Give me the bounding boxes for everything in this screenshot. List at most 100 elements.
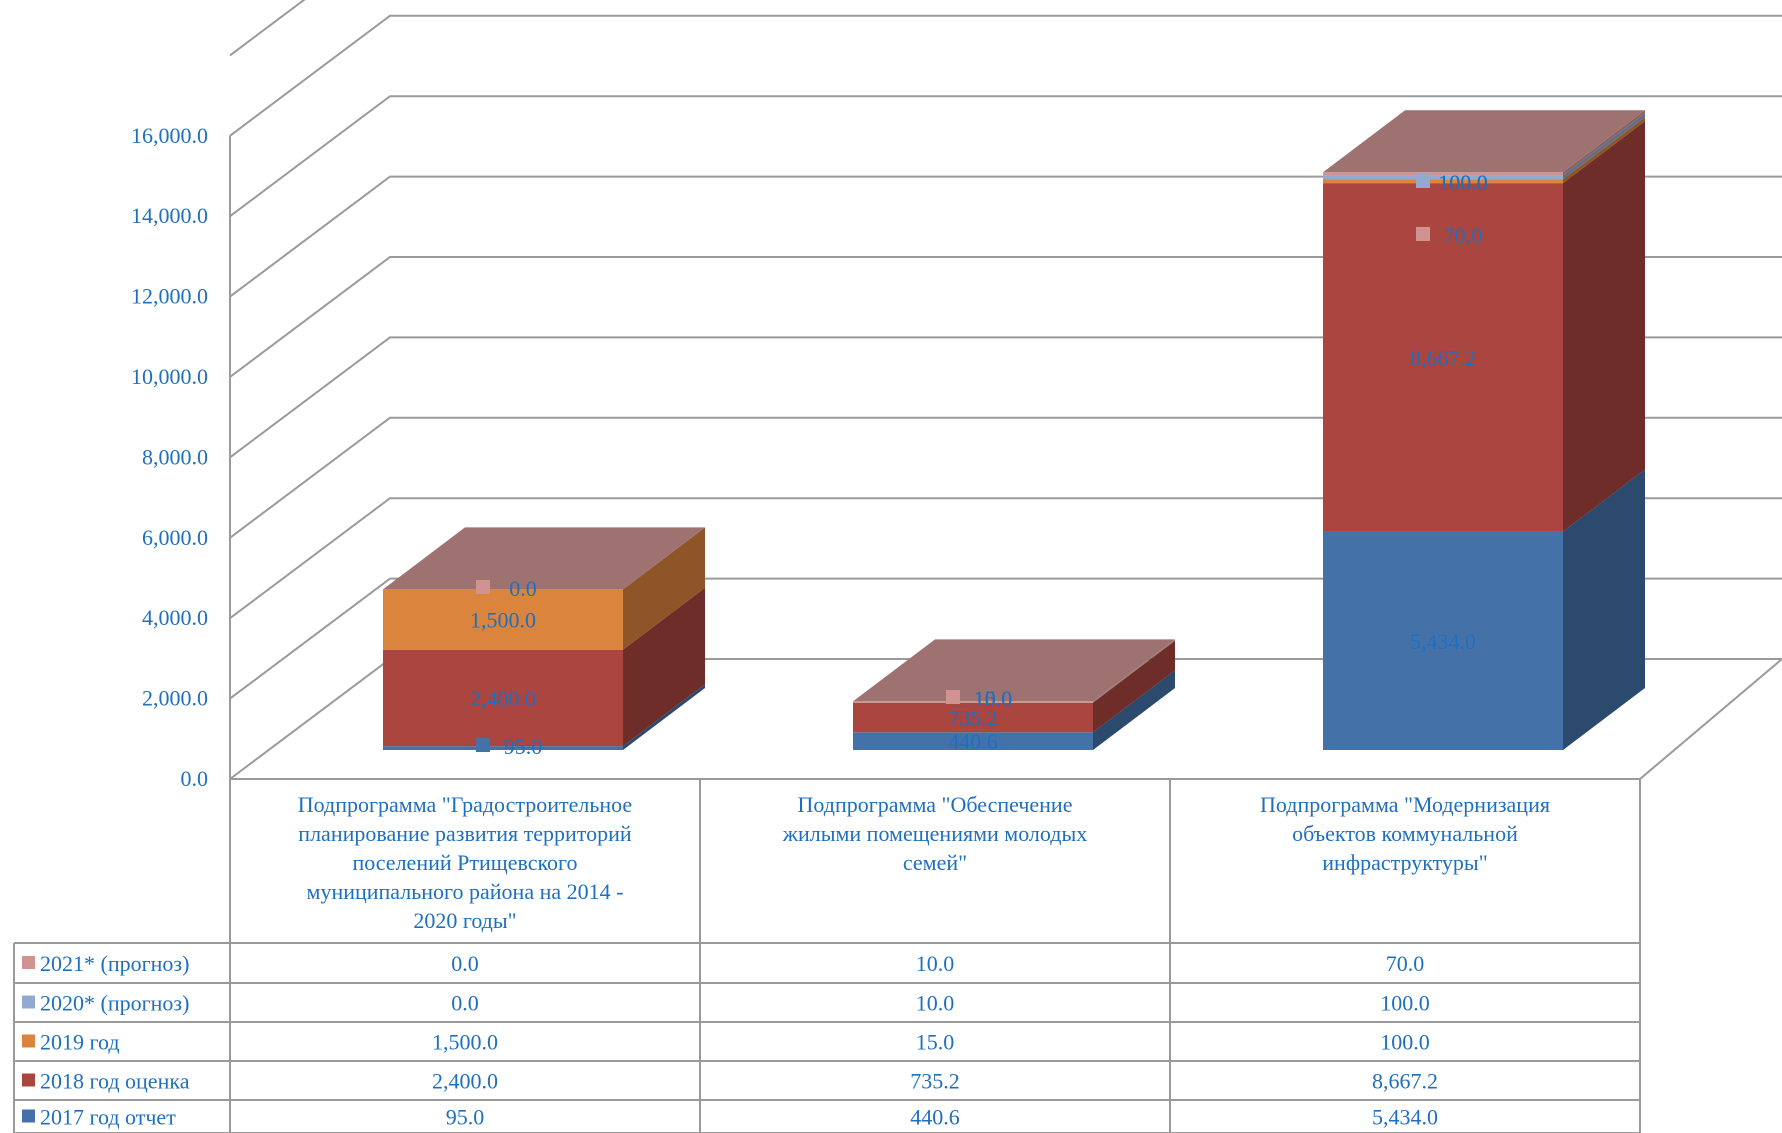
data-label: 2,400.0 [470,686,536,711]
bar-segment-side [1563,113,1645,180]
legend-entry: 2018 год оценка [40,1069,190,1094]
data-label: 440.6 [948,729,998,754]
bar-segment [1323,183,1563,532]
bar-segment [853,702,1093,703]
legend-swatch [22,1034,35,1048]
data-label-marker [476,580,490,594]
gridline [229,175,1782,298]
category-label: Подпрограмма "Градостроительное планирова… [298,792,632,933]
data-label: 735.2 [948,706,998,731]
gridlines [229,0,1782,780]
y-tick-label: 12,000.0 [131,284,208,309]
gridline [229,497,1782,619]
table-cell: 0.0 [451,991,479,1016]
bar-top [383,527,705,590]
data-label: 100.0 [1438,170,1488,195]
data-label-marker [946,690,960,704]
legend-entry: 2021* (прогноз) [40,951,189,976]
data-label: 95.0 [504,734,543,759]
data-label: 10.0 [974,686,1013,711]
bar-segment [383,746,623,750]
bar-segment-side [623,527,705,650]
legend-swatch [22,956,35,969]
data-label: 15.0 [974,686,1013,711]
y-tick-label: 4,000.0 [142,605,208,630]
y-tick-label: 16,000.0 [131,123,208,148]
y-tick-label: 0.0 [181,766,209,791]
data-label: 1,500.0 [470,608,536,633]
table-cell: 70.0 [1386,951,1425,976]
y-tick-label: 14,000.0 [131,203,208,228]
legend-entry: 2017 год отчет [40,1105,176,1130]
table-cell: 1,500.0 [432,1030,498,1055]
table-cell: 5,434.0 [1372,1105,1438,1130]
category-labels: Подпрограмма "Градостроительное планирова… [298,792,1550,933]
bar-segment [853,701,1093,703]
bar-segment-side [1563,110,1645,176]
bar-segment [853,732,1093,750]
bar-segment-side [1093,639,1175,702]
table-cell: 100.0 [1380,991,1430,1016]
table-cell: 8,667.2 [1372,1069,1438,1094]
table-cell: 95.0 [446,1105,485,1130]
data-label: 70.0 [1444,223,1483,248]
gridline [229,95,1782,217]
bar-segment-side [1093,670,1175,750]
y-tick-label: 10,000.0 [131,364,208,389]
y-tick-label: 6,000.0 [142,525,208,550]
data-label: 10.0 [974,686,1013,711]
data-label: 5,434.0 [1410,629,1476,654]
table-cell: 100.0 [1380,1030,1430,1055]
table-cell: 10.0 [916,951,955,976]
gridline [229,0,306,57]
category-label: Подпрограмма "Обеспечение жилыми помещени… [782,792,1088,875]
legend-swatch [22,1109,35,1123]
legend-swatch [22,1073,35,1087]
bar-segment [853,701,1093,702]
table-cell: 735.2 [910,1069,960,1094]
data-table: 2021* (прогноз) 0.0 10.0 70.0 2020* (прогноз… [13,779,1641,1133]
bar-segment [853,702,1093,733]
y-tick-label: 8,000.0 [142,444,208,469]
bar-segment-side [623,587,705,747]
data-label-marker [1416,227,1430,241]
bar-segment-side [1563,117,1645,184]
bar-segment-side [623,684,705,750]
gridline [229,577,1782,700]
table-cell: 440.6 [910,1105,960,1130]
bars [383,110,1645,750]
data-label: 100.0 [1438,170,1488,195]
bar-segment [1323,172,1563,176]
gridline [229,256,1782,378]
y-tick-label: 2,000.0 [142,686,208,711]
bar-segment-side [1563,469,1645,750]
data-label: 8,667.2 [1410,345,1476,370]
data-label: 0.0 [509,576,537,601]
bar-segment [1323,175,1563,180]
data-label-marker [476,738,490,752]
legend-entry: 2019 год [40,1030,120,1055]
data-label-marker [1416,174,1430,188]
bar-segment [1323,179,1563,184]
table-cell: 10.0 [916,991,955,1016]
bar-segment-side [1093,640,1175,703]
legend-entry: 2020* (прогноз) [40,991,189,1016]
bar-segment-side [1563,121,1645,532]
gridline [229,14,1782,137]
bar-top [1323,110,1645,173]
table-cell: 0.0 [451,951,479,976]
gridline [229,336,1782,459]
table-cell: 15.0 [916,1030,955,1055]
bar-segment [383,589,623,650]
bar-segment [1323,531,1563,750]
bar-top [853,639,1175,702]
category-label: Подпрограмма "Модернизация объектов комму… [1260,792,1550,875]
gridline [229,416,1782,539]
legend-swatch [22,995,35,1009]
bar-segment-side [1093,639,1175,703]
bar-segment [383,649,623,747]
y-axis-tick-labels: 0.0 2,000.0 4,000.0 6,000.0 8,000.0 10,000.0 1… [131,123,208,791]
table-cell: 2,400.0 [432,1069,498,1094]
